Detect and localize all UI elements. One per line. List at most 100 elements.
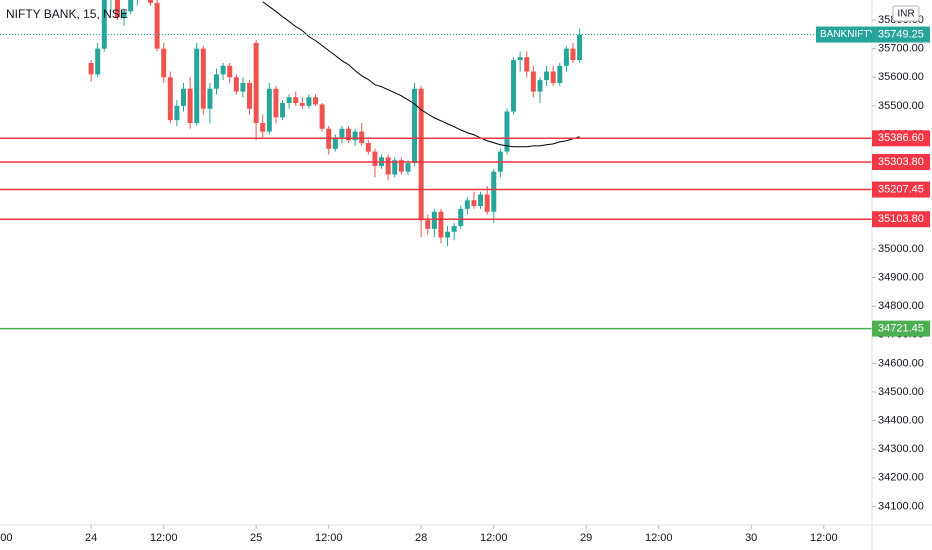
x-tick-label: 30 — [745, 532, 757, 544]
candle-body — [365, 143, 371, 152]
candle-body — [88, 62, 94, 75]
candle-body — [544, 71, 550, 81]
level-label: 34721.45 — [878, 323, 924, 335]
candle-body — [181, 88, 187, 106]
candle-body — [577, 34, 583, 61]
candle-body — [464, 200, 470, 209]
candle-body — [570, 48, 576, 61]
candle-body — [425, 220, 431, 229]
x-tick-label: 29 — [580, 532, 592, 544]
candle-body — [339, 128, 345, 138]
candle-body — [306, 97, 312, 106]
candle-body — [280, 102, 286, 118]
candle-body — [451, 226, 457, 232]
candle-body — [227, 65, 233, 78]
candle-body — [458, 208, 464, 227]
y-tick-label: 34200.00 — [878, 472, 924, 484]
candle-body — [537, 80, 543, 92]
candle-body — [557, 65, 563, 83]
x-tick-label: 12:00 — [810, 532, 838, 544]
candle-body — [174, 105, 180, 121]
candle-body — [550, 71, 556, 83]
price-name-box — [816, 26, 872, 43]
candle-body — [563, 48, 569, 66]
y-tick-label: 34600.00 — [878, 357, 924, 369]
price-box — [872, 26, 930, 43]
candle-body — [313, 97, 319, 105]
candle-body — [352, 131, 358, 141]
candle-body — [530, 71, 536, 92]
candle-body — [517, 57, 523, 61]
candle-body — [438, 211, 444, 238]
candle-body — [161, 48, 167, 78]
candle-body — [194, 48, 200, 124]
y-tick-label: 35500.00 — [878, 100, 924, 112]
x-tick-label: 12:00 — [645, 532, 673, 544]
candle-body — [247, 82, 253, 109]
y-tick-label: 34500.00 — [878, 386, 924, 398]
candle-body — [405, 163, 411, 172]
candle-body — [200, 48, 206, 109]
candle-body — [220, 65, 226, 75]
y-tick-label: 34400.00 — [878, 414, 924, 426]
y-tick-label: 35600.00 — [878, 71, 924, 83]
candle-body — [187, 88, 193, 124]
x-tick-label: 12:00 — [480, 532, 508, 544]
moving-average — [262, 1, 580, 148]
candle-body — [207, 88, 213, 109]
x-tick-label: 12:00 — [315, 532, 343, 544]
plot-area — [0, 0, 872, 330]
candle-body — [128, 0, 134, 12]
candle-body — [101, 0, 107, 49]
candle-body — [445, 231, 451, 238]
level-box — [872, 153, 930, 170]
y-tick-label: 34800.00 — [878, 300, 924, 312]
x-tick-label: 12:00 — [0, 532, 12, 544]
candle-body — [233, 77, 239, 92]
candle-body — [346, 128, 352, 141]
candle-body — [504, 111, 510, 152]
y-tick-label: 35000.00 — [878, 243, 924, 255]
level-label: 35303.80 — [878, 156, 924, 168]
candle-body — [214, 74, 220, 89]
chart-title: NIFTY BANK, 15, NSE — [6, 7, 128, 21]
level-label: 35103.80 — [878, 213, 924, 225]
candle-body — [524, 57, 530, 72]
candle-body — [273, 88, 279, 118]
candle-body — [398, 160, 404, 172]
candle-body — [392, 160, 398, 175]
candle-body — [167, 77, 173, 121]
x-tick-label: 12:00 — [150, 532, 178, 544]
candle-body — [418, 88, 424, 221]
price-value: 35749.25 — [878, 28, 924, 40]
level-label: 35386.60 — [878, 132, 924, 144]
candle-body — [154, 2, 160, 49]
candle-body — [95, 48, 101, 75]
candle-body — [148, 0, 154, 3]
candle-body — [299, 102, 305, 106]
candle-body — [332, 137, 338, 149]
candle-body — [359, 131, 365, 144]
y-tick-label: 34100.00 — [878, 500, 924, 512]
level-box — [872, 320, 930, 337]
level-box — [872, 211, 930, 228]
y-tick-label: 34900.00 — [878, 271, 924, 283]
candle-body — [260, 123, 266, 132]
x-tick-label: 28 — [415, 532, 427, 544]
currency: INR — [897, 9, 914, 20]
level-box — [872, 130, 930, 147]
y-tick-label: 34300.00 — [878, 443, 924, 455]
candle-body — [293, 97, 299, 103]
candle-body — [286, 97, 292, 103]
price-name: BANKNIFTY — [820, 29, 876, 40]
candle-body — [372, 151, 378, 166]
candle-body — [478, 194, 484, 206]
currency-box — [892, 5, 920, 22]
candle-body — [471, 200, 477, 206]
candle-body — [266, 88, 272, 132]
candle-body — [114, 0, 120, 18]
candle-body — [511, 60, 517, 112]
candle-body — [121, 11, 127, 18]
